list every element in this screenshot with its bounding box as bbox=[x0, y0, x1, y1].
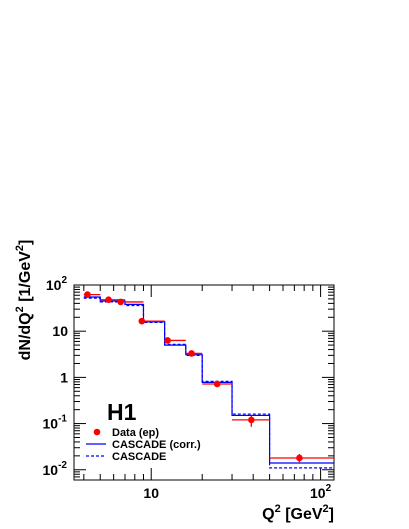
y-tick-label: 10 bbox=[52, 323, 68, 339]
data-point bbox=[84, 291, 91, 298]
series-layer bbox=[83, 291, 334, 469]
x-axis-title: Q2 [GeV2] bbox=[262, 503, 334, 523]
y-tick-label-base: 10 bbox=[52, 323, 68, 339]
x-axis-title-unit-sup: 2 bbox=[323, 503, 329, 515]
data-point bbox=[117, 298, 124, 306]
x-tick-label-base: 10 bbox=[310, 485, 326, 501]
y-axis-title-sup: 2 bbox=[14, 306, 26, 312]
data-point bbox=[213, 380, 221, 388]
y-tick-label-exponent: -1 bbox=[58, 414, 67, 425]
y-axis-title: dN/dQ2 [1/GeV2] bbox=[14, 240, 34, 361]
x-tick-label: 102 bbox=[310, 483, 332, 501]
legend-label: CASCADE bbox=[112, 451, 166, 463]
legend-dot-symbol bbox=[93, 428, 101, 436]
legend-label: CASCADE (corr.) bbox=[112, 439, 201, 451]
x-axis-title-unit: [GeV bbox=[281, 506, 323, 523]
x-tick-label-exponent: 2 bbox=[326, 483, 332, 494]
x-axis-title-unit-close: ] bbox=[329, 506, 334, 523]
data-point bbox=[188, 350, 195, 357]
data-point bbox=[164, 337, 171, 344]
data-point bbox=[138, 317, 146, 325]
y-tick-label-base: 1 bbox=[60, 369, 68, 385]
y-tick-label: 102 bbox=[46, 275, 68, 293]
y-axis-title-unit-sup: 2 bbox=[14, 245, 26, 251]
x-tick-label-base: 10 bbox=[143, 485, 159, 501]
y-tick-label: 10-1 bbox=[43, 414, 68, 432]
x-tick-label: 10 bbox=[143, 485, 159, 501]
y-tick-label: 10-2 bbox=[43, 460, 68, 478]
x-axis-title-main: Q bbox=[262, 506, 274, 523]
y-tick-label-base: 10 bbox=[46, 277, 62, 293]
legend-label: Data (ep) bbox=[112, 427, 159, 439]
x-axis-title-sup: 2 bbox=[275, 503, 281, 515]
data-point bbox=[296, 454, 303, 462]
y-tick-label: 1 bbox=[60, 369, 68, 385]
y-axis-title-unit: [1/GeV bbox=[17, 251, 34, 306]
plot-frame bbox=[73, 284, 335, 481]
data-point bbox=[105, 296, 112, 304]
legend: Data (ep)CASCADE (corr.)CASCADE bbox=[86, 427, 201, 463]
plot-frame-layer bbox=[73, 284, 335, 481]
y-tick-label-base: 10 bbox=[43, 416, 59, 432]
brand-label: H1 bbox=[107, 399, 137, 425]
y-axis-title-unit-close: ] bbox=[17, 240, 34, 245]
y-tick-label-base: 10 bbox=[43, 462, 59, 478]
tick-layer bbox=[74, 284, 334, 481]
data-point bbox=[248, 416, 255, 424]
y-tick-label-exponent: 2 bbox=[61, 275, 67, 286]
y-tick-label-exponent: -2 bbox=[58, 460, 67, 471]
y-axis-title-main: dN/dQ bbox=[17, 312, 34, 360]
